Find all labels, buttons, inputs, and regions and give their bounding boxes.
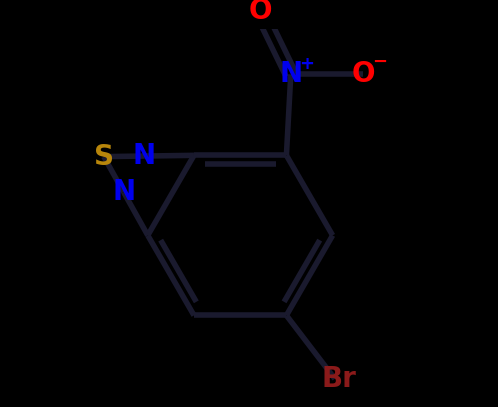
Text: O: O (351, 60, 374, 88)
Text: −: − (372, 53, 387, 71)
Text: S: S (94, 142, 114, 171)
Text: +: + (299, 55, 314, 73)
Text: N: N (279, 60, 302, 88)
Text: Br: Br (322, 365, 357, 393)
Text: O: O (248, 0, 272, 25)
Text: N: N (133, 142, 156, 170)
Text: N: N (112, 178, 135, 206)
